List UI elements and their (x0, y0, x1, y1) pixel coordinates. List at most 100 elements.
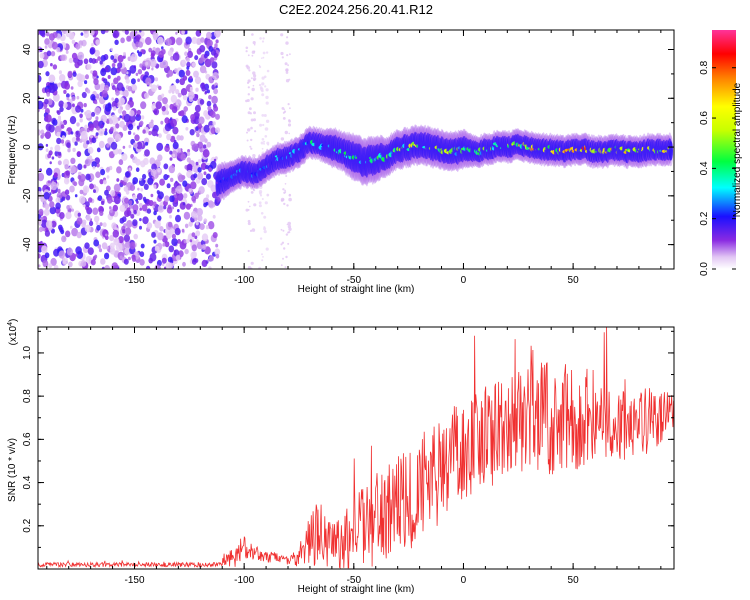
speckle (266, 193, 270, 197)
noise-blob (38, 172, 45, 182)
noise-blob (180, 88, 188, 96)
speckle (262, 256, 264, 258)
noise-blob (175, 78, 180, 84)
noise-blob (157, 191, 164, 200)
noise-blob (139, 225, 142, 230)
noise-blob (207, 200, 214, 208)
noise-blob (107, 197, 113, 204)
noise-blob (128, 167, 132, 172)
spectrogram-y-axis-label: Frequency (Hz) (7, 116, 18, 185)
colorbar-tick-label: 0.8 (699, 60, 710, 74)
noise-blob (167, 50, 173, 57)
noise-blob (96, 224, 101, 231)
noise-blob (193, 173, 198, 179)
noise-blob (150, 119, 154, 124)
speckle (249, 229, 253, 232)
snr-line (38, 327, 674, 569)
noise-blob (106, 175, 110, 179)
noise-blob (136, 125, 140, 130)
noise-blob (173, 139, 177, 144)
noise-blob (84, 224, 91, 233)
noise-blob (58, 224, 63, 231)
noise-blob (196, 208, 203, 217)
noise-blob (127, 256, 131, 261)
speckle (245, 50, 248, 53)
noise-blob (62, 257, 69, 265)
noise-blob (163, 174, 169, 181)
speckle (246, 139, 249, 142)
noise-blob (86, 140, 90, 145)
noise-blob (82, 219, 87, 225)
noise-blob (190, 251, 196, 259)
noise-blob (44, 252, 50, 259)
speckle (261, 253, 263, 256)
noise-blob (39, 30, 46, 37)
speckle (247, 222, 251, 226)
noise-blob (136, 141, 143, 150)
noise-blob (135, 158, 141, 166)
noise-blob (70, 131, 74, 135)
noise-blob (172, 126, 179, 135)
speckle (250, 126, 253, 130)
noise-blob (208, 167, 213, 173)
noise-blob (124, 171, 131, 178)
speckle (253, 78, 256, 82)
noise-blob (128, 204, 133, 209)
noise-blob (122, 229, 126, 234)
noise-blob (77, 212, 82, 217)
speckle (286, 204, 289, 207)
noise-blob (65, 50, 69, 54)
speckle (245, 183, 249, 187)
noise-blob (127, 85, 133, 92)
noise-blob (185, 203, 191, 210)
noise-blob (161, 46, 164, 50)
snr-series (38, 327, 674, 569)
noise-blob (154, 77, 159, 82)
noise-blob (137, 51, 143, 57)
noise-blob (181, 59, 186, 65)
noise-blob (67, 70, 73, 78)
colorbar-tick-label: 0.2 (699, 211, 710, 225)
noise-blob (44, 131, 52, 140)
noise-blob (208, 45, 214, 52)
noise-blob (139, 177, 142, 181)
noise-blob (194, 76, 202, 85)
noise-blob (76, 151, 82, 157)
speckle (265, 88, 269, 92)
noise-blob (109, 119, 113, 125)
noise-blob (171, 188, 176, 195)
noise-blob (46, 167, 53, 176)
x-tick-label: 0 (461, 575, 467, 586)
noise-blob (133, 233, 138, 240)
y-tick-label: 0.6 (22, 432, 33, 446)
speckle (281, 241, 285, 244)
noise-blob (44, 98, 49, 105)
noise-blob (112, 106, 117, 111)
noise-blob (139, 251, 145, 258)
noise-blob (162, 97, 168, 105)
noise-blob (60, 139, 65, 144)
noise-blob (156, 142, 164, 152)
noise-blob (88, 197, 93, 203)
noise-blob (185, 69, 191, 76)
noise-blob (139, 207, 142, 211)
speckle (258, 185, 263, 190)
noise-blob (128, 200, 133, 205)
noise-blob (64, 164, 69, 170)
noise-blob (107, 75, 111, 79)
speckle (260, 183, 263, 186)
noise-blob (199, 99, 205, 105)
noise-blob (44, 38, 50, 45)
noise-blob (39, 52, 45, 59)
noise-blob (163, 163, 169, 170)
noise-blob (213, 105, 219, 112)
noise-blob (49, 201, 55, 208)
noise-blob (69, 185, 75, 193)
noise-blob (100, 258, 106, 265)
noise-blob (84, 158, 91, 167)
noise-blob (195, 94, 199, 99)
speckle (250, 191, 254, 194)
noise-blob (215, 243, 219, 248)
noise-blob (70, 225, 73, 229)
